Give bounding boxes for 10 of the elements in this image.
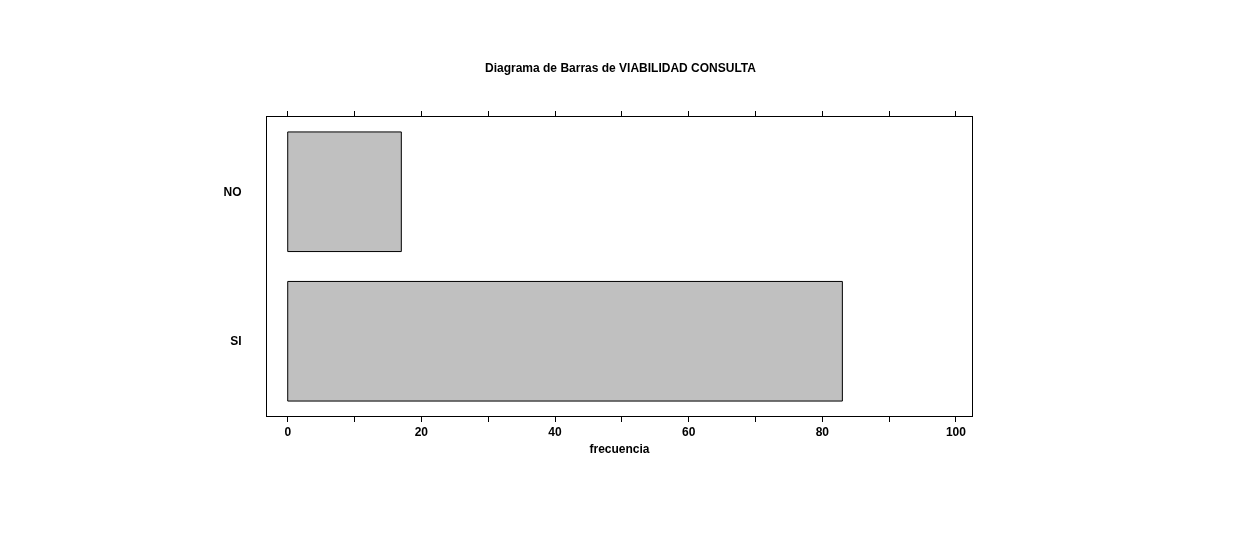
y-tick-label: NO: [223, 184, 242, 199]
x-axis-title: frecuencia: [589, 442, 650, 457]
x-tick-label: 60: [681, 425, 696, 440]
x-tick-label: 0: [284, 425, 292, 440]
x-tick-label: 80: [815, 425, 830, 440]
x-tick-label: 100: [945, 425, 967, 440]
y-tick-label: SI: [230, 334, 242, 349]
chart-title: Diagrama de Barras de VIABILIDAD CONSULTA: [485, 61, 757, 76]
x-tick-label: 40: [548, 425, 562, 440]
x-tick-label: 20: [414, 425, 429, 440]
